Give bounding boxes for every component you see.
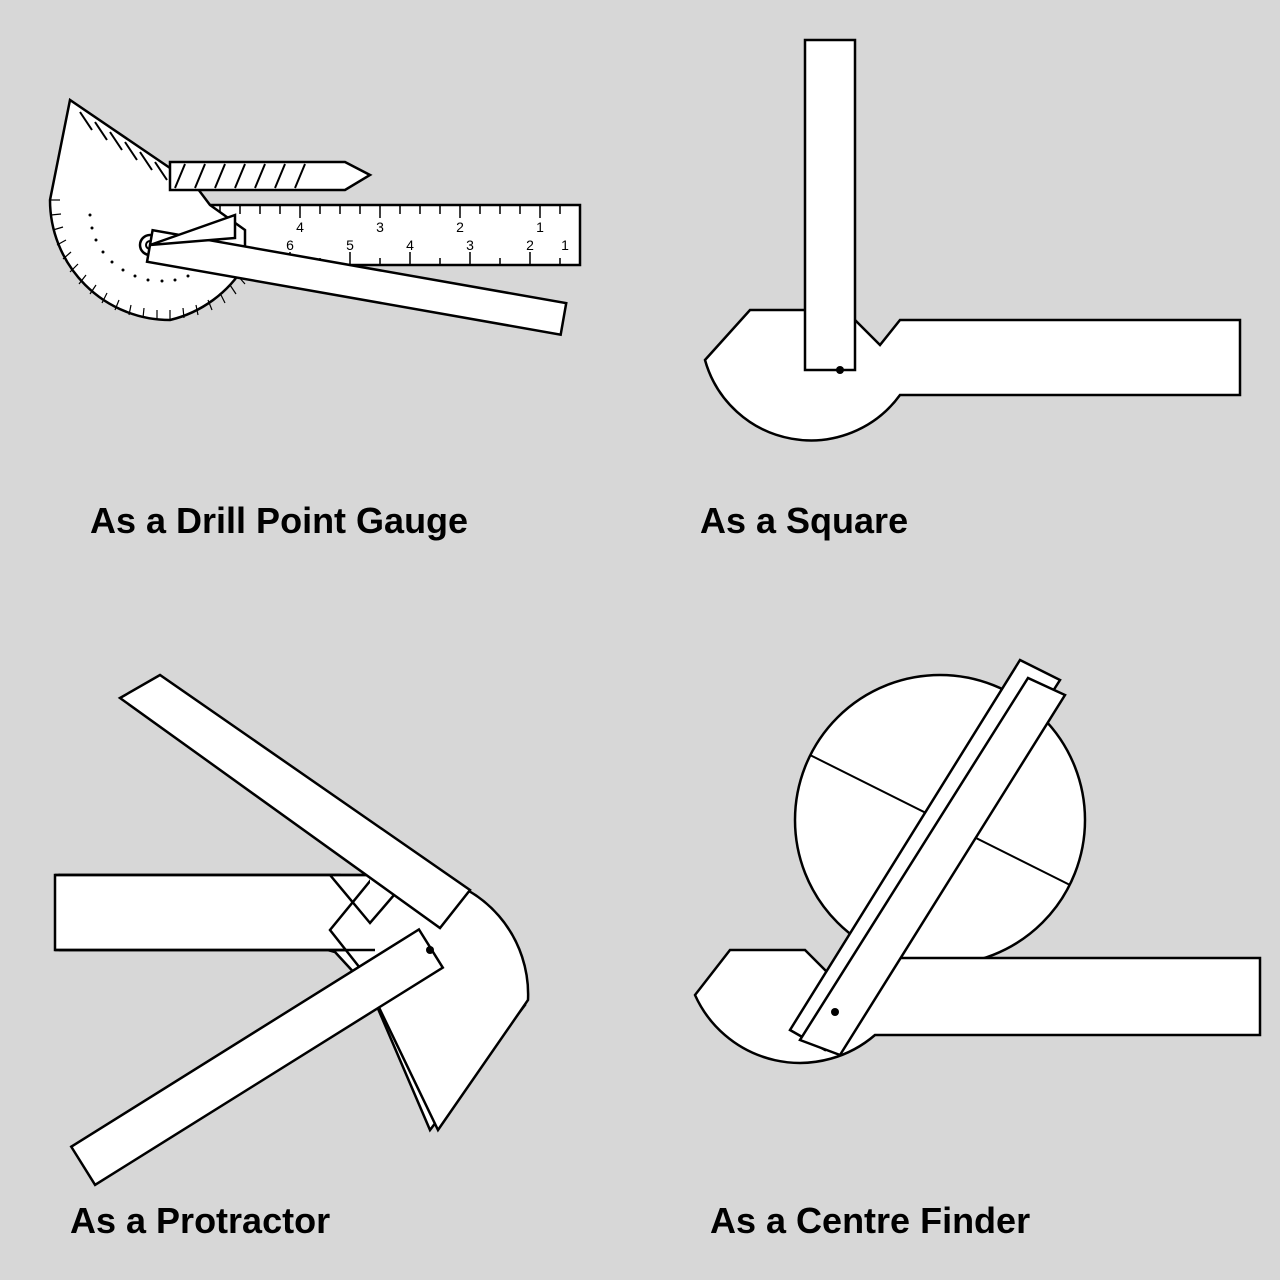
svg-text:1: 1: [536, 219, 544, 235]
centre-finder-diagram: [640, 640, 1280, 1280]
svg-text:3: 3: [466, 237, 474, 253]
svg-text:1: 1: [561, 237, 569, 253]
caption-protractor: As a Protractor: [70, 1200, 330, 1242]
drill-point-gauge-diagram: 4 3 2 1 6 5 4 3 2 1: [0, 0, 640, 640]
svg-text:4: 4: [406, 237, 414, 253]
caption-drill-point-gauge: As a Drill Point Gauge: [90, 500, 468, 542]
svg-text:2: 2: [456, 219, 464, 235]
svg-text:3: 3: [376, 219, 384, 235]
caption-square: As a Square: [700, 500, 908, 542]
svg-text:5: 5: [346, 237, 354, 253]
square-diagram: [640, 0, 1280, 640]
panel-drill-point-gauge: 4 3 2 1 6 5 4 3 2 1: [0, 0, 640, 640]
svg-text:4: 4: [296, 219, 304, 235]
panel-protractor: As a Protractor: [0, 640, 640, 1280]
svg-text:6: 6: [286, 237, 294, 253]
svg-text:2: 2: [526, 237, 534, 253]
protractor-diagram: [0, 640, 640, 1280]
panel-centre-finder: As a Centre Finder: [640, 640, 1280, 1280]
panel-square: As a Square: [640, 0, 1280, 640]
caption-centre-finder: As a Centre Finder: [710, 1200, 1030, 1242]
